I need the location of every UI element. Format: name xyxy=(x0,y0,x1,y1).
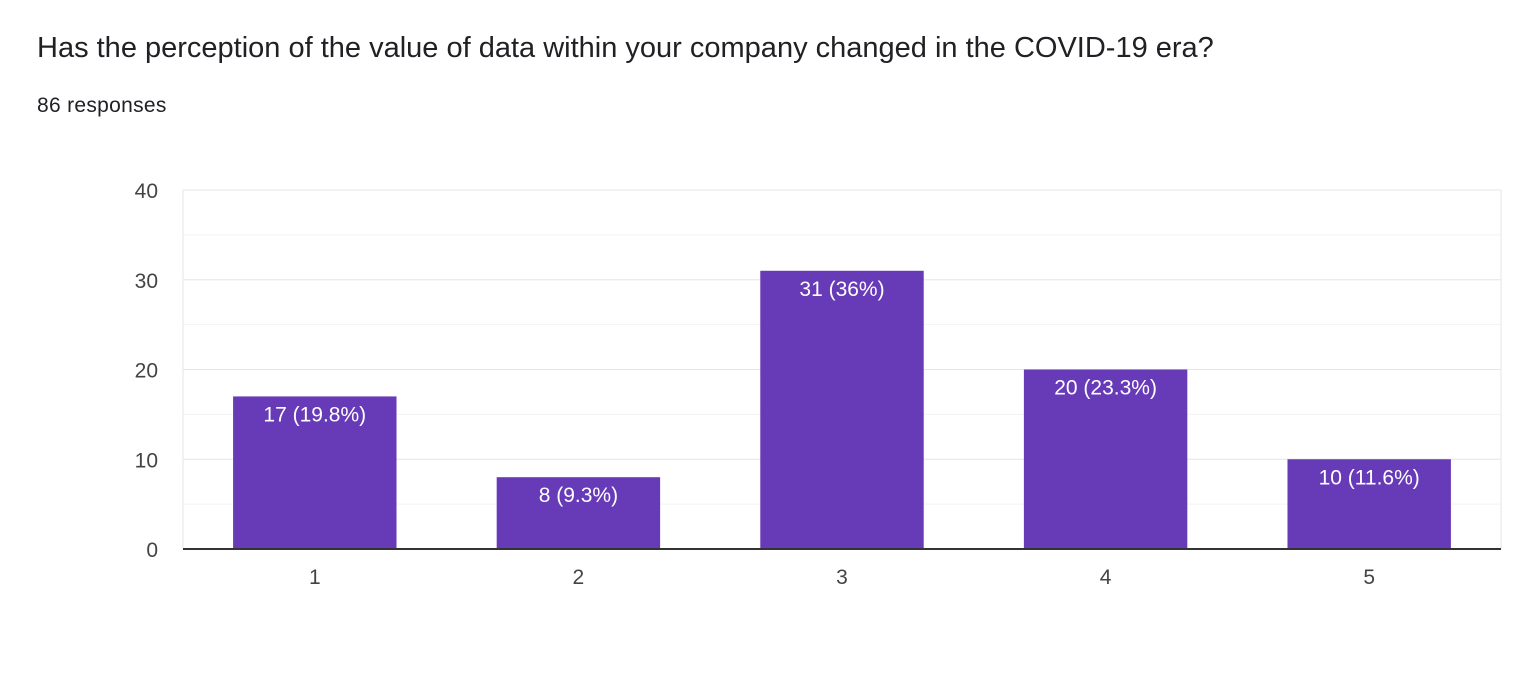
response-count: 86 responses xyxy=(37,94,167,117)
x-tick-label: 2 xyxy=(573,566,585,589)
x-tick-label: 5 xyxy=(1363,566,1375,589)
bar-data-label: 10 (11.6%) xyxy=(1319,466,1420,489)
bar xyxy=(233,396,397,549)
question-title: Has the perception of the value of data … xyxy=(37,32,1214,64)
chart-bars xyxy=(233,270,1451,549)
y-tick-label: 30 xyxy=(135,270,158,293)
x-tick-label: 3 xyxy=(836,566,848,589)
bar xyxy=(1023,369,1188,549)
y-tick-label: 40 xyxy=(135,180,158,203)
bar-data-label: 20 (23.3%) xyxy=(1054,377,1157,400)
chart-labels: 0 10 20 30 40 17 (19.8%) 1 8 (9.3%) 2 31 (36%) 3 20… xyxy=(135,180,1420,589)
y-tick-label: 0 xyxy=(146,539,158,562)
bar xyxy=(1287,459,1451,549)
bar xyxy=(760,270,924,549)
bar xyxy=(496,477,661,549)
x-tick-label: 4 xyxy=(1100,566,1112,589)
bar-data-label: 31 (36%) xyxy=(799,278,884,301)
x-tick-label: 1 xyxy=(309,566,321,589)
bar-data-label: 8 (9.3%) xyxy=(539,484,618,507)
y-tick-label: 10 xyxy=(135,449,158,472)
bar-data-label: 17 (19.8%) xyxy=(263,403,366,426)
y-tick-label: 20 xyxy=(135,360,158,383)
